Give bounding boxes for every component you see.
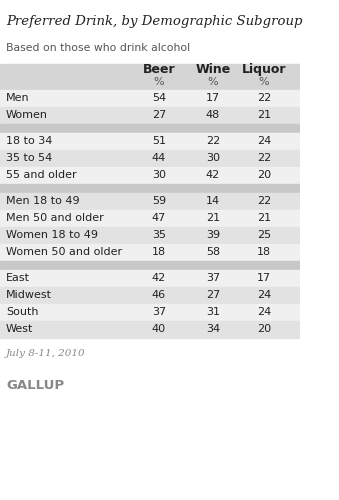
- Text: Men 50 and older: Men 50 and older: [6, 213, 104, 223]
- Text: 21: 21: [257, 110, 271, 120]
- Text: GALLUP: GALLUP: [6, 378, 64, 392]
- Bar: [0, 244, 300, 260]
- Text: 21: 21: [257, 213, 271, 223]
- Text: 39: 39: [206, 230, 220, 240]
- Text: 17: 17: [257, 273, 271, 283]
- Bar: [0, 166, 300, 184]
- Text: South: South: [6, 307, 39, 317]
- Text: Liquor: Liquor: [242, 62, 286, 76]
- Text: 30: 30: [206, 153, 220, 163]
- Text: 42: 42: [152, 273, 166, 283]
- Text: Men 18 to 49: Men 18 to 49: [6, 196, 80, 206]
- Bar: [0, 64, 300, 90]
- Text: 42: 42: [206, 170, 220, 180]
- Text: 22: 22: [206, 136, 220, 146]
- Text: East: East: [6, 273, 30, 283]
- Bar: [0, 210, 300, 226]
- Bar: [0, 106, 300, 124]
- Text: 20: 20: [257, 170, 271, 180]
- Text: 22: 22: [257, 153, 271, 163]
- Bar: [0, 286, 300, 304]
- Text: %: %: [259, 77, 269, 87]
- Text: 24: 24: [257, 136, 271, 146]
- Text: 27: 27: [152, 110, 166, 120]
- Text: 47: 47: [152, 213, 166, 223]
- Text: 18 to 34: 18 to 34: [6, 136, 52, 146]
- Text: 44: 44: [152, 153, 166, 163]
- Text: 37: 37: [152, 307, 166, 317]
- Text: 20: 20: [257, 324, 271, 334]
- Text: Beer: Beer: [143, 62, 175, 76]
- Text: Preferred Drink, by Demographic Subgroup: Preferred Drink, by Demographic Subgroup: [6, 15, 302, 28]
- Text: 40: 40: [152, 324, 166, 334]
- Text: %: %: [154, 77, 164, 87]
- Text: 24: 24: [257, 307, 271, 317]
- Text: Women 50 and older: Women 50 and older: [6, 247, 122, 257]
- Text: 25: 25: [257, 230, 271, 240]
- Bar: [0, 184, 300, 192]
- Text: 21: 21: [206, 213, 220, 223]
- Text: 34: 34: [206, 324, 220, 334]
- Bar: [0, 132, 300, 150]
- Text: Based on those who drink alcohol: Based on those who drink alcohol: [6, 42, 190, 52]
- Text: Wine: Wine: [195, 62, 231, 76]
- Text: 22: 22: [257, 196, 271, 206]
- Text: 27: 27: [206, 290, 220, 300]
- Bar: [0, 226, 300, 244]
- Bar: [0, 90, 300, 106]
- Text: 30: 30: [152, 170, 166, 180]
- Text: Midwest: Midwest: [6, 290, 52, 300]
- Text: 48: 48: [206, 110, 220, 120]
- Bar: [0, 304, 300, 320]
- Text: 58: 58: [206, 247, 220, 257]
- Text: 59: 59: [152, 196, 166, 206]
- Text: 46: 46: [152, 290, 166, 300]
- Text: 54: 54: [152, 93, 166, 103]
- Text: 14: 14: [206, 196, 220, 206]
- Text: 24: 24: [257, 290, 271, 300]
- Text: Men: Men: [6, 93, 29, 103]
- Text: West: West: [6, 324, 33, 334]
- Text: 18: 18: [257, 247, 271, 257]
- Bar: [0, 124, 300, 132]
- Text: %: %: [208, 77, 218, 87]
- Text: 55 and older: 55 and older: [6, 170, 77, 180]
- Text: 17: 17: [206, 93, 220, 103]
- Text: Women 18 to 49: Women 18 to 49: [6, 230, 98, 240]
- Text: 35: 35: [152, 230, 166, 240]
- Bar: [0, 260, 300, 270]
- Bar: [0, 192, 300, 210]
- Text: 51: 51: [152, 136, 166, 146]
- Text: July 8-11, 2010: July 8-11, 2010: [6, 348, 86, 358]
- Text: 18: 18: [152, 247, 166, 257]
- Text: 22: 22: [257, 93, 271, 103]
- Bar: [0, 150, 300, 166]
- Bar: [0, 270, 300, 286]
- Text: Women: Women: [6, 110, 48, 120]
- Bar: [0, 320, 300, 338]
- Text: 31: 31: [206, 307, 220, 317]
- Text: 35 to 54: 35 to 54: [6, 153, 52, 163]
- Text: 37: 37: [206, 273, 220, 283]
